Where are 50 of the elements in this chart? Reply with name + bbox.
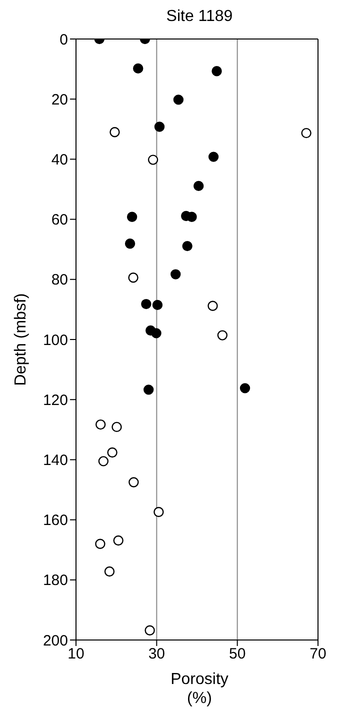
point [104, 566, 115, 577]
point [217, 330, 228, 340]
point [128, 477, 139, 488]
point [113, 535, 124, 546]
x-tick-label: 70 [310, 646, 326, 663]
y-axis-title: Depth (mbsf) [12, 293, 30, 386]
point [98, 456, 109, 466]
point [212, 66, 222, 76]
point [152, 300, 163, 310]
y-tick-label: 0 [60, 31, 68, 48]
point [173, 94, 184, 105]
point [148, 154, 158, 165]
point [112, 422, 122, 432]
point [133, 63, 144, 74]
y-tick-label: 160 [42, 512, 68, 530]
y-tick-label: 60 [51, 212, 68, 229]
point [154, 506, 164, 518]
x-tick-label: 10 [68, 646, 84, 663]
point [240, 383, 250, 394]
point [126, 212, 138, 222]
y-tick-label: 200 [42, 632, 68, 650]
y-tick-label: 120 [42, 392, 68, 409]
point [301, 128, 312, 138]
y-tick-label: 180 [42, 572, 68, 590]
point [96, 419, 106, 430]
point [124, 238, 136, 249]
point [208, 152, 219, 162]
x-tick-label: 30 [148, 646, 166, 663]
point [107, 447, 118, 458]
chart-title: Site 1189 [165, 8, 234, 27]
point [182, 240, 192, 252]
y-tick-label: 140 [42, 452, 68, 470]
y-tick-label: 20 [51, 91, 68, 108]
point [95, 538, 106, 549]
point [186, 212, 197, 222]
point [144, 625, 155, 636]
y-tick-label: 80 [51, 272, 68, 289]
point [144, 384, 154, 395]
point [208, 300, 218, 311]
y-tick-label: 40 [51, 152, 68, 169]
point [141, 298, 152, 310]
y-tick-label: 100 [42, 332, 68, 349]
point [128, 272, 138, 283]
point [151, 328, 162, 338]
point [170, 269, 181, 280]
x-axis-title: Porosity (%) [170, 670, 230, 708]
x-tick-label: 50 [228, 646, 246, 663]
point [154, 122, 165, 132]
point [194, 180, 204, 192]
point [110, 127, 120, 138]
